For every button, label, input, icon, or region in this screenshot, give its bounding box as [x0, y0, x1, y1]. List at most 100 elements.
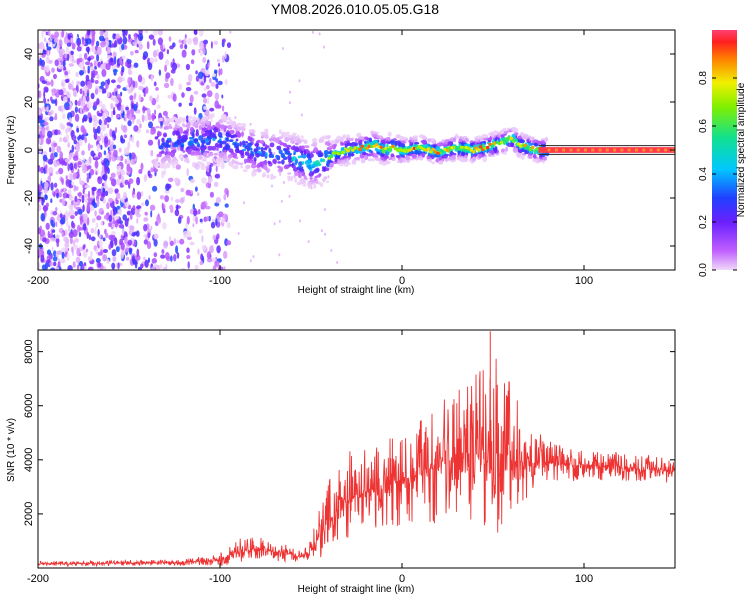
noise-speckle — [191, 49, 196, 56]
ridge-blob — [198, 124, 202, 131]
ridge-core — [490, 144, 495, 148]
noise-speckle — [59, 122, 63, 129]
noise-speckle — [61, 197, 66, 206]
noise-speckle — [109, 128, 113, 137]
noise-speckle — [278, 253, 281, 257]
noise-speckle — [202, 56, 207, 64]
noise-speckle — [109, 57, 114, 63]
noise-speckle — [86, 176, 90, 183]
ridge-blob — [243, 158, 247, 164]
noise-speckle — [86, 203, 91, 212]
noise-speckle — [90, 78, 95, 84]
noise-speckle — [134, 81, 138, 88]
noise-speckle — [99, 131, 104, 140]
ridge-blob — [159, 126, 163, 129]
noise-speckle — [167, 177, 174, 182]
noise-speckle — [149, 57, 155, 65]
noise-speckle — [98, 240, 103, 247]
ridge-blob — [284, 136, 289, 143]
ridge-blob — [211, 157, 216, 162]
noise-speckle — [271, 184, 273, 188]
noise-speckle — [116, 156, 122, 161]
noise-speckle — [68, 211, 70, 217]
noise-speckle — [130, 51, 134, 56]
noise-speckle — [212, 234, 217, 241]
noise-speckle — [86, 101, 93, 109]
noise-speckle — [164, 195, 170, 203]
x-tick-label: -100 — [209, 573, 231, 585]
ridge-blob — [346, 134, 351, 139]
noise-speckle — [116, 171, 121, 176]
noise-speckle — [327, 175, 330, 179]
ridge-blob — [287, 152, 293, 156]
noise-speckle — [145, 199, 149, 207]
noise-speckle — [120, 135, 124, 143]
noise-speckle — [117, 209, 121, 215]
noise-speckle — [140, 162, 144, 171]
noise-speckle — [46, 46, 52, 51]
noise-speckle — [199, 49, 203, 57]
noise-speckle — [80, 180, 85, 186]
ridge-blob — [285, 131, 290, 135]
noise-speckle — [126, 163, 131, 172]
noise-speckle — [85, 61, 91, 66]
ridge-blob — [298, 161, 303, 167]
ridge-blob — [440, 142, 444, 147]
noise-speckle — [193, 90, 199, 95]
noise-speckle — [94, 88, 99, 95]
ridge-blob — [216, 147, 219, 151]
noise-speckle — [121, 228, 125, 237]
noise-speckle — [53, 142, 58, 147]
ridge-blob — [422, 135, 427, 141]
noise-speckle — [48, 39, 51, 46]
x-tick-label: 0 — [399, 275, 405, 287]
noise-speckle — [97, 88, 103, 93]
noise-speckle — [203, 39, 209, 45]
noise-speckle — [69, 193, 73, 201]
ridge-blob — [413, 141, 420, 145]
noise-speckle — [160, 254, 166, 259]
ridge-blob — [427, 138, 432, 143]
ridge-blob — [315, 160, 320, 166]
noise-speckle — [67, 142, 70, 148]
noise-speckle — [54, 129, 59, 136]
ridge-blob — [221, 114, 227, 118]
ridge-blob — [334, 157, 338, 163]
noise-speckle — [122, 76, 125, 82]
noise-speckle — [76, 46, 82, 52]
ridge-blob — [536, 150, 539, 154]
ridge-core — [391, 144, 395, 148]
noise-speckle — [65, 46, 70, 54]
ridge-blob — [211, 112, 215, 118]
ridge-blob — [431, 161, 436, 165]
colorbar-tick-label: 0.8 — [698, 71, 709, 85]
noise-speckle — [64, 210, 69, 218]
noise-speckle — [83, 262, 87, 267]
noise-speckle — [132, 116, 135, 124]
ridge-blob — [172, 149, 177, 153]
ridge-blob — [281, 159, 285, 165]
noise-speckle — [138, 33, 144, 42]
ridge-blob — [211, 145, 217, 151]
noise-speckle — [184, 34, 187, 39]
ridge-blob — [379, 135, 382, 139]
noise-speckle — [128, 34, 131, 40]
noise-speckle — [179, 238, 185, 245]
band-stripe — [634, 148, 638, 152]
noise-speckle — [199, 260, 204, 266]
noise-speckle — [158, 69, 162, 76]
noise-speckle — [44, 194, 48, 201]
noise-speckle — [39, 57, 43, 66]
ridge-blob — [326, 180, 330, 184]
noise-speckle — [76, 58, 80, 65]
noise-speckle — [127, 239, 133, 246]
noise-speckle — [146, 41, 150, 50]
noise-speckle — [75, 186, 79, 191]
noise-speckle — [41, 128, 46, 136]
ridge-blob — [178, 116, 183, 122]
noise-speckle — [76, 247, 81, 257]
noise-speckle — [56, 241, 59, 248]
noise-speckle — [38, 165, 41, 173]
noise-speckle — [207, 62, 210, 68]
ridge-core — [348, 146, 353, 150]
